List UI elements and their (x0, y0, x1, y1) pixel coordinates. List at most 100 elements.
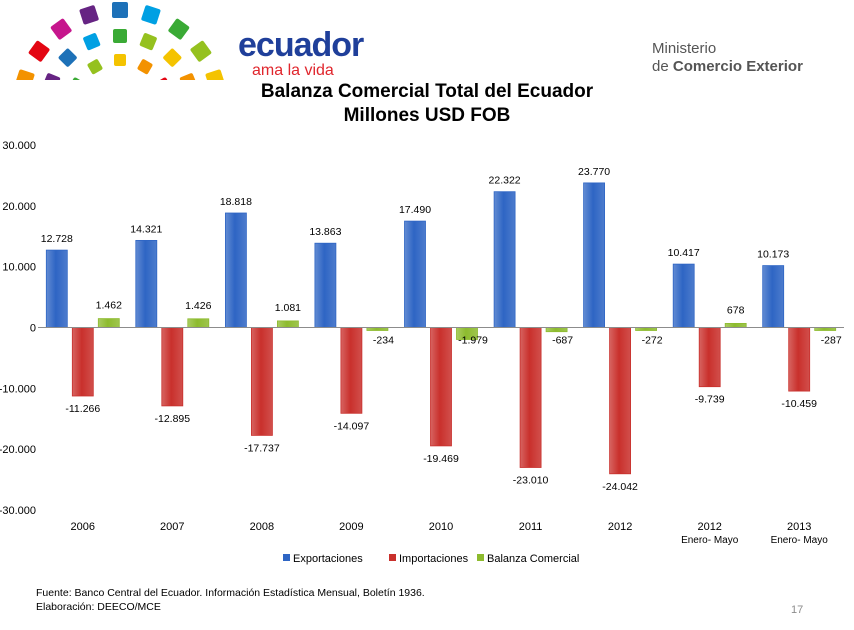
bar-importaciones (519, 327, 542, 468)
chart-subtitle: Millones USD FOB (343, 105, 511, 126)
chart-title: Balanza Comercial Total del Ecuador (260, 81, 594, 102)
y-tick-label: -20.000 (0, 444, 36, 456)
bar-importaciones (71, 327, 94, 397)
logo-tile (79, 5, 99, 25)
legend-label: Balanza Comercial (487, 553, 579, 565)
data-label: 12.728 (41, 233, 73, 245)
bar-exportaciones (493, 191, 516, 328)
data-label: -24.042 (602, 481, 638, 493)
logo-tile (114, 54, 126, 66)
bar-importaciones (161, 327, 184, 407)
data-label: -10.459 (781, 398, 817, 410)
bar-balanza-comercial (276, 320, 299, 328)
x-tick-label: 2012 (697, 521, 721, 533)
logo-tile (190, 40, 212, 62)
x-tick-label: 2012 (608, 521, 632, 533)
bar-importaciones (609, 327, 631, 475)
x-tick-label: 2008 (250, 521, 274, 533)
logo-tile (83, 33, 101, 51)
y-tick-label: -30.000 (0, 505, 36, 517)
ministry-line2-prefix: de (652, 58, 669, 75)
bar-balanza-comercial (724, 322, 747, 328)
data-label: -12.895 (154, 413, 190, 425)
logo-tile (43, 73, 61, 80)
bar-exportaciones (583, 182, 605, 328)
bar-exportaciones (672, 263, 695, 328)
legend-item-exportaciones: Exportaciones (283, 553, 363, 565)
logo-tile (87, 59, 103, 75)
data-label: 10.417 (668, 247, 700, 259)
data-label: 678 (727, 304, 745, 316)
ministry-line2: de Comercio Exterior (652, 58, 803, 76)
data-label: -17.737 (244, 442, 280, 454)
bar-balanza-comercial (187, 318, 210, 328)
bar-importaciones (698, 327, 721, 388)
legend-item-importaciones: Importaciones (389, 553, 469, 565)
footer-source: Fuente: Banco Central del Ecuador. Infor… (36, 587, 425, 599)
bar-exportaciones (762, 265, 785, 328)
legend-label: Exportaciones (293, 553, 363, 565)
bar-importaciones (430, 327, 452, 447)
data-label: -14.097 (334, 420, 370, 432)
logo-tile (112, 2, 128, 18)
bar-exportaciones (224, 212, 247, 328)
x-tick-sublabel: Enero- Mayo (771, 535, 829, 546)
bar-exportaciones (404, 220, 426, 328)
data-label: 1.462 (96, 300, 122, 312)
logo-tile (50, 18, 72, 40)
legend-swatch (283, 554, 290, 561)
chart-title-block: Balanza Comercial Total del Ecuador Mill… (0, 80, 854, 128)
logo-tile (168, 18, 190, 40)
data-label: -234 (373, 335, 394, 347)
legend-item-balanza-comercial: Balanza Comercial (477, 553, 579, 565)
data-label: 17.490 (399, 204, 431, 216)
brand-name: ecuador (238, 26, 364, 64)
logo-tile (15, 69, 35, 80)
data-label: 22.322 (489, 175, 521, 187)
page-number: 17 (791, 604, 804, 616)
x-tick-label: 2010 (429, 521, 453, 533)
bar-importaciones (788, 327, 811, 392)
logo-tile (163, 48, 182, 67)
data-label: -687 (552, 335, 573, 347)
logo-tile (141, 5, 161, 25)
data-label: -19.469 (423, 453, 459, 465)
bar-importaciones (340, 327, 363, 414)
x-tick-label: 2009 (339, 521, 363, 533)
data-label: -11.266 (65, 403, 100, 415)
ministry-line1: Ministerio (652, 40, 717, 57)
x-tick-label: 2006 (71, 521, 95, 533)
legend-swatch (477, 554, 484, 561)
bar-importaciones (250, 327, 273, 436)
data-label: 13.863 (309, 226, 341, 238)
bar-exportaciones (135, 239, 158, 328)
logo-tile (113, 29, 127, 43)
legend-swatch (389, 554, 396, 561)
y-tick-label: 20.000 (2, 201, 36, 213)
bar-exportaciones (314, 242, 337, 328)
y-tick-label: -10.000 (0, 383, 36, 395)
footer-elaboration: Elaboración: DEECO/MCE (36, 601, 161, 613)
ministry-line2-bold: Comercio Exterior (672, 58, 803, 75)
bar-balanza-comercial (97, 318, 120, 328)
data-label: -1.979 (458, 335, 488, 347)
data-label: -287 (821, 335, 842, 347)
ecuador-logo-icon (15, 2, 225, 80)
logo-tile (58, 48, 77, 67)
logo-tile (179, 73, 197, 80)
x-tick-sublabel: Enero- Mayo (681, 535, 739, 546)
footer: Fuente: Banco Central del Ecuador. Infor… (36, 586, 425, 614)
y-tick-label: 10.000 (2, 262, 36, 274)
bar-balanza-comercial (545, 327, 568, 333)
legend-label: Importaciones (399, 553, 469, 565)
logo-tile (139, 33, 157, 51)
data-label: -272 (642, 335, 663, 347)
data-label: 1.426 (185, 300, 211, 312)
x-tick-label: 2011 (519, 521, 543, 533)
data-label: 23.770 (578, 166, 610, 178)
y-tick-label: 30.000 (2, 140, 36, 152)
data-label: -23.010 (513, 475, 549, 487)
data-label: 18.818 (220, 196, 252, 208)
logo-tile (28, 40, 50, 62)
